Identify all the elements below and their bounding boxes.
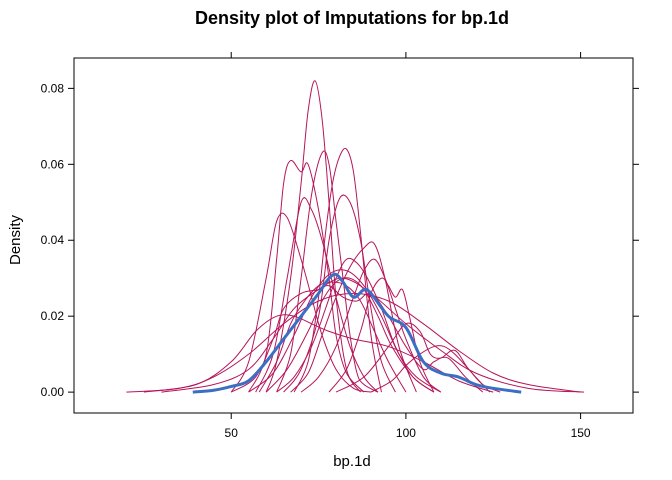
axis-ticks: 50 100 150 0.00 0.02 0.04 0.06 0.08 xyxy=(41,52,639,440)
imputed-density-line xyxy=(276,150,379,393)
imputed-density-line xyxy=(255,197,379,393)
y-tick-label: 0.04 xyxy=(41,233,65,247)
x-tick-label: 100 xyxy=(396,426,416,440)
imputed-density-line xyxy=(335,322,491,393)
imputed-density-line xyxy=(230,285,484,393)
imputed-density-line xyxy=(265,80,361,393)
y-tick-label: 0.08 xyxy=(41,81,65,95)
imputed-density-line xyxy=(276,257,435,393)
imputed-density-line xyxy=(300,258,442,393)
imputed-density-lines xyxy=(126,80,585,393)
imputed-density-line xyxy=(328,277,435,393)
chart-title: Density plot of Imputations for bp.1d xyxy=(195,8,509,28)
y-tick-label: 0.02 xyxy=(41,309,65,323)
imputed-density-line xyxy=(248,159,365,393)
observed-density-line xyxy=(192,272,522,394)
plot-frame xyxy=(73,57,634,414)
imputed-density-line xyxy=(370,345,501,393)
x-axis-label: bp.1d xyxy=(333,453,371,470)
x-tick-label: 150 xyxy=(571,426,591,440)
imputed-density-line xyxy=(248,269,442,393)
observed-density-line-group xyxy=(192,272,522,394)
y-tick-label: 0.06 xyxy=(41,157,65,171)
y-axis-label: Density xyxy=(7,214,24,265)
imputed-density-line xyxy=(143,314,494,393)
imputed-density-line xyxy=(126,292,581,393)
imputed-density-line xyxy=(230,212,372,393)
imputed-density-line xyxy=(265,277,435,393)
x-tick-label: 50 xyxy=(225,426,239,440)
imputed-density-line xyxy=(283,194,396,393)
y-tick-label: 0.00 xyxy=(41,385,65,399)
imputed-density-line xyxy=(290,241,417,393)
